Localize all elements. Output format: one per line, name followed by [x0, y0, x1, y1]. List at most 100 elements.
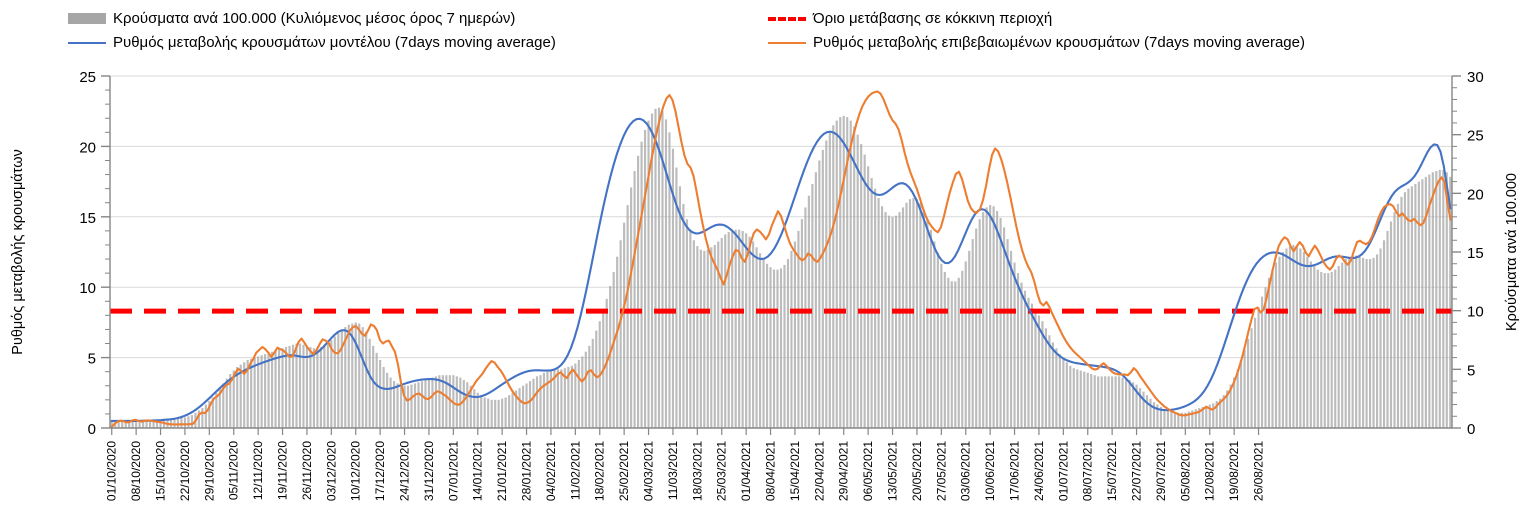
line-swatch-icon	[68, 41, 106, 44]
x-tick-label: 31/12/2020	[422, 441, 436, 501]
legend-item-model-change-rate[interactable]: Ρυθμός μεταβολής κρουσμάτων μοντέλου (7d…	[68, 34, 556, 51]
bar	[581, 356, 584, 428]
bar	[922, 209, 925, 428]
bar	[1313, 266, 1316, 428]
bar	[497, 399, 500, 428]
bar	[853, 126, 856, 428]
bar	[752, 241, 755, 428]
bar	[375, 352, 378, 428]
bar	[135, 420, 138, 428]
bar	[1222, 395, 1225, 428]
bar	[772, 269, 776, 428]
line-series-model	[110, 117, 1452, 423]
bar	[1306, 256, 1309, 428]
bar	[748, 236, 751, 428]
x-tick-label: 22/10/2020	[178, 441, 192, 501]
bar	[964, 261, 967, 428]
y-tick-label-left: 0	[88, 421, 96, 438]
bar	[616, 256, 619, 428]
bar	[218, 388, 221, 428]
bar	[692, 240, 695, 428]
bar	[894, 215, 898, 428]
bar	[901, 207, 905, 428]
bar	[762, 259, 765, 428]
bar	[504, 397, 507, 428]
bar	[1257, 307, 1260, 428]
bar	[1285, 248, 1288, 428]
x-tick-label: 19/08/2021	[1227, 441, 1241, 501]
legend-item-red-zone-threshold[interactable]: Όριο μετάβασης σε κόκκινη περιοχή	[768, 10, 1052, 27]
bar	[483, 397, 486, 428]
bar	[117, 420, 120, 428]
bar	[654, 108, 657, 428]
x-tick-label: 05/11/2020	[227, 441, 241, 500]
bar	[1330, 271, 1333, 428]
bar	[710, 247, 713, 428]
legend-item-confirmed-change-rate[interactable]: Ρυθμός μεταβολής επιβεβαιωμένων κρουσμάτ…	[768, 34, 1305, 51]
bar	[685, 219, 688, 428]
bar	[337, 332, 340, 428]
x-tick-label: 13/05/2021	[886, 441, 900, 501]
y-tick-label-right: 10	[1467, 304, 1484, 321]
bar	[657, 107, 661, 429]
bar	[257, 356, 260, 428]
bar	[187, 416, 190, 428]
y-axis-title-left: Ρυθμός μεταβολής κρουσμάτων	[10, 149, 26, 355]
x-tick-label: 22/07/2021	[1130, 441, 1144, 501]
bar	[354, 322, 357, 428]
legend-item-cases-per-100k[interactable]: Κρούσματα ανά 100.000 (Κυλιόμενος μέσος …	[68, 10, 515, 27]
x-tick-label: 15/04/2021	[788, 441, 802, 501]
bar	[804, 207, 807, 428]
bar	[1362, 257, 1365, 428]
bar	[1006, 239, 1009, 428]
bar	[393, 381, 396, 428]
bar	[668, 132, 671, 428]
bar	[490, 399, 493, 428]
y-tick-label-left: 10	[79, 280, 96, 297]
bar	[312, 348, 315, 428]
bar	[1281, 252, 1285, 428]
bar	[441, 375, 444, 428]
bar	[567, 366, 570, 428]
bar	[222, 383, 225, 428]
bar	[473, 389, 476, 428]
bar	[1389, 221, 1393, 428]
bar	[508, 395, 511, 428]
bar	[943, 271, 946, 428]
x-tick-label: 10/06/2021	[983, 441, 997, 501]
bar-series	[110, 107, 1452, 429]
bar	[870, 178, 873, 428]
bar	[713, 244, 716, 428]
bar	[741, 230, 744, 428]
bar	[1365, 259, 1368, 428]
bar	[417, 382, 420, 428]
bar	[1309, 261, 1312, 428]
bar	[466, 382, 469, 428]
bar	[1159, 406, 1163, 428]
bar	[1267, 277, 1271, 428]
bar	[1400, 196, 1403, 428]
bar	[1260, 296, 1264, 428]
bar	[706, 249, 709, 428]
bar	[1250, 328, 1253, 428]
bar	[1320, 271, 1323, 428]
bar	[950, 281, 953, 428]
bar	[424, 379, 427, 428]
bar	[1386, 230, 1389, 428]
bar	[992, 206, 995, 428]
bar	[1417, 181, 1420, 428]
bar	[612, 271, 615, 428]
bar	[455, 376, 458, 428]
bar	[1030, 303, 1034, 428]
bar	[929, 229, 932, 428]
bar	[1135, 384, 1138, 428]
bar	[623, 222, 626, 428]
bar	[1177, 412, 1180, 428]
x-tick-label: 24/06/2021	[1032, 441, 1046, 501]
bar	[264, 354, 267, 428]
bar	[821, 149, 824, 429]
bar	[696, 246, 699, 428]
bar	[835, 120, 838, 428]
bar	[358, 323, 361, 428]
